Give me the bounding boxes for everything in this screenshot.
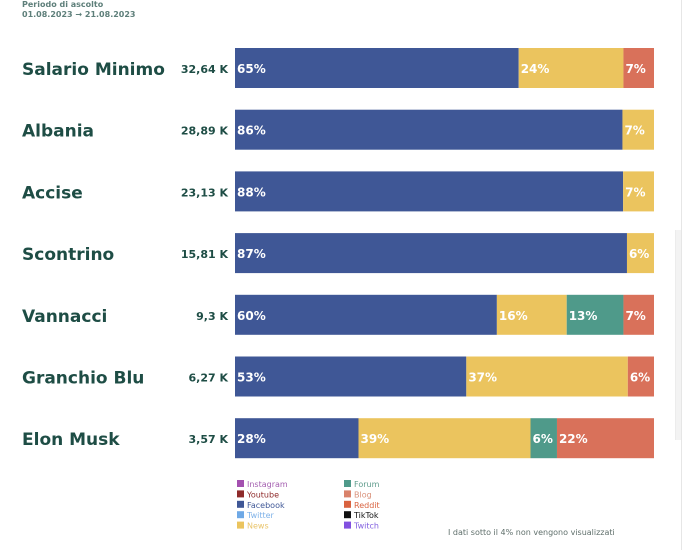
legend-label: Reddit [354,501,380,510]
category-label: Accise [22,183,83,203]
category-label: Scontrino [22,245,114,265]
period-range: 01.08.2023 → 21.08.2023 [22,10,136,19]
category-label: Vannacci [22,307,107,327]
segment-label: 6% [629,247,649,261]
total-label: 15,81 K [181,248,229,261]
total-label: 32,64 K [181,63,229,76]
total-label: 9,3 K [196,310,228,323]
segment-label: 22% [559,432,588,446]
legend-label: Twitter [246,511,275,520]
bar-row: Salario Minimo 32,64 K 65% 24% 7% [22,48,654,88]
legend-item: Youtube [237,490,279,499]
segment-label: 53% [237,371,266,385]
bar-segment-news [626,233,654,274]
bar-segment-reddit [556,418,654,459]
bar-segment-facebook [235,418,359,459]
legend-swatch [344,521,351,529]
segment-label: 86% [237,124,266,138]
legend-item: TikTok [344,511,379,520]
bar-row: Albania 28,89 K 86% 7% [22,109,654,150]
legend-label: Forum [354,480,380,489]
bar-segment-facebook [235,294,497,335]
segment-label: 16% [499,309,528,323]
category-label: Albania [22,122,94,142]
legend-label: Facebook [247,501,285,510]
legend-label: Twitch [353,522,379,531]
bar-rows: Salario Minimo 32,64 K 65% 24% 7% Albania 28,8… [22,48,654,459]
legend-item: News [237,521,269,531]
bar-row: Vannacci 9,3 K 60% 16% 13% 7% [22,294,654,335]
bar-row: Accise 23,13 K 88% 7% [22,171,654,212]
bar-row: Scontrino 15,81 K 87% 6% [22,233,654,274]
legend-label: TikTok [353,511,379,520]
segment-label: 65% [237,62,266,76]
bar-segment-facebook [235,171,624,212]
legend-label: Youtube [246,490,279,499]
legend-swatch [237,480,244,487]
legend-item: Blog [344,490,372,499]
legend-item: Facebook [237,500,285,510]
category-label: Elon Musk [22,430,120,450]
bar-segment-news [466,356,628,397]
segment-label: 28% [237,432,266,446]
bar-segment-news [622,109,654,150]
period-label: Periodo di ascolto [22,0,104,9]
bar-segment-reddit [623,48,654,88]
total-label: 3,57 K [189,433,229,446]
segment-label: 60% [237,309,266,323]
threshold-note: I dati sotto il 4% non vengono visualizz… [448,528,615,537]
legend-item: Instagram [237,480,288,489]
bar-segment-reddit [623,294,654,335]
bar-segment-forum [530,418,557,459]
bar-segment-news [518,48,624,88]
legend-swatch [344,511,351,519]
legend-label: Instagram [247,480,288,489]
legend-item: Reddit [344,500,380,510]
legend-swatch [237,521,244,529]
legend-label: News [247,522,269,531]
segment-label: 24% [521,62,550,76]
bar-segment-facebook [235,233,627,274]
segment-label: 6% [533,432,553,446]
segment-label: 87% [237,247,266,261]
segment-label: 6% [630,371,650,385]
segment-label: 13% [569,309,598,323]
segment-label: 7% [625,309,645,323]
scrollbar[interactable] [675,230,681,440]
bar-segment-forum [566,294,624,335]
bar-segment-news [496,294,567,335]
category-label: Granchio Blu [22,369,144,389]
total-label: 23,13 K [181,186,229,199]
segment-label: 7% [625,185,645,199]
bar-segment-facebook [235,109,623,150]
legend-label: Blog [354,490,372,499]
legend-swatch [237,511,244,519]
total-label: 6,27 K [189,372,229,385]
legend-swatch [237,500,244,508]
segment-label: 88% [237,185,266,199]
segment-label: 7% [624,124,644,138]
segment-label: 7% [625,62,645,76]
legend-item: Twitter [237,511,275,520]
bar-row: Granchio Blu 6,27 K 53% 37% 6% [22,356,654,397]
segment-label: 37% [468,371,497,385]
legend-swatch [344,500,351,508]
legend-swatch [344,490,351,498]
total-label: 28,89 K [181,125,229,138]
bar-row: Elon Musk 3,57 K 28% 39% 6% 22% [22,418,654,459]
bar-segment-facebook [235,356,467,397]
bar-segment-facebook [235,48,519,88]
legend-item: Twitch [344,521,379,531]
scrollbar-edge [681,0,682,550]
bar-segment-news [623,171,654,212]
legend-swatch [237,490,244,498]
bar-segment-reddit [627,356,654,397]
category-label: Salario Minimo [22,60,165,80]
legend-item: Forum [344,480,380,489]
segment-label: 39% [360,432,389,446]
legend-swatch [344,480,351,487]
bar-segment-news [358,418,531,459]
